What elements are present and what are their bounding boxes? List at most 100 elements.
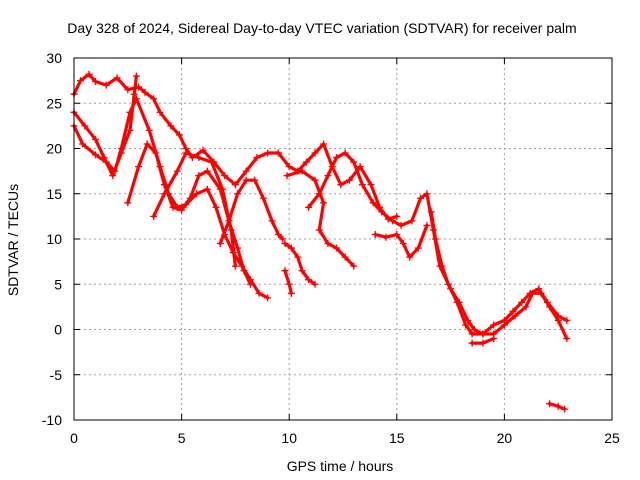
series-track-5 [150,149,239,270]
data-point [537,289,545,297]
y-tick-label: -5 [50,367,63,383]
data-point [546,303,554,311]
data-point [195,172,203,180]
x-tick-label: 25 [604,430,620,446]
data-point [279,235,287,243]
data-point [423,221,431,229]
series-markers [281,267,295,297]
series-track-14 [468,335,498,347]
data-point [554,316,562,324]
y-tick-label: 10 [46,231,62,247]
data-point [397,221,405,229]
series-track-12 [371,221,431,261]
series-track-10 [281,240,319,288]
data-point [423,190,431,198]
data-point [143,140,151,148]
data-point [124,86,132,94]
data-point [85,70,93,78]
data-point [283,172,291,180]
series-markers [468,335,498,347]
data-point [81,122,89,130]
data-point [563,335,571,343]
data-point [92,78,100,86]
data-point [345,176,353,184]
series-line [283,241,317,286]
data-point [509,307,517,315]
data-point [195,154,203,162]
y-tick-label: 25 [46,95,62,111]
data-point [535,285,543,293]
data-point [311,149,319,157]
data-point [298,167,306,175]
data-point [393,212,401,220]
data-point [178,206,186,214]
data-point [246,280,254,288]
data-point [414,244,422,252]
data-point [92,135,100,143]
data-point [152,149,160,157]
data-point [341,149,349,157]
data-point [231,181,239,189]
data-point [305,276,313,284]
data-point [382,233,390,241]
data-point [479,339,487,347]
data-point [264,149,272,157]
data-point [315,226,323,234]
data-point [227,226,235,234]
data-point [554,402,562,410]
y-tick-label: 20 [46,141,62,157]
data-point [242,176,250,184]
data-point [563,316,571,324]
series-line [72,97,270,300]
data-point [160,181,168,189]
data-point [285,163,293,171]
x-axis-ticks: 0 5 10 15 20 25 [70,58,620,446]
data-point [242,167,250,175]
data-point [444,280,452,288]
data-point [274,149,282,157]
data-point [203,185,211,193]
data-point [320,140,328,148]
data-point [341,253,349,261]
series-markers [427,208,571,343]
series-markers [281,240,319,288]
data-point [253,154,261,162]
data-point [528,289,536,297]
data-point [315,190,323,198]
data-point [337,181,345,189]
series-track-6 [216,176,287,248]
data-point [305,203,313,211]
data-point [274,230,282,238]
data-point [199,146,207,154]
data-point [320,199,328,207]
data-point [453,298,461,306]
chart-title: Day 328 of 2024, Sidereal Day-to-day VTE… [67,20,576,36]
data-point [225,217,233,225]
y-tick-label: 15 [46,186,62,202]
data-point [546,400,554,408]
data-point [150,212,158,220]
data-point [130,90,138,98]
data-point [102,158,110,166]
data-point [468,330,476,338]
data-point [388,217,396,225]
data-point [470,326,478,333]
series-line [152,151,237,268]
data-point [393,230,401,238]
data-point [150,95,158,103]
series-track-15 [546,400,569,413]
x-tick-label: 5 [178,430,186,446]
series-line [429,210,569,341]
data-point [333,244,341,252]
data-point [311,280,319,288]
y-tick-label: 5 [54,276,62,292]
data-point [216,240,224,248]
data-point [511,312,519,320]
data-point [182,149,190,157]
data-point [193,190,201,198]
data-point [350,158,358,166]
data-point [234,244,242,252]
data-point [259,194,267,202]
data-point [358,181,366,189]
data-point [117,145,125,152]
